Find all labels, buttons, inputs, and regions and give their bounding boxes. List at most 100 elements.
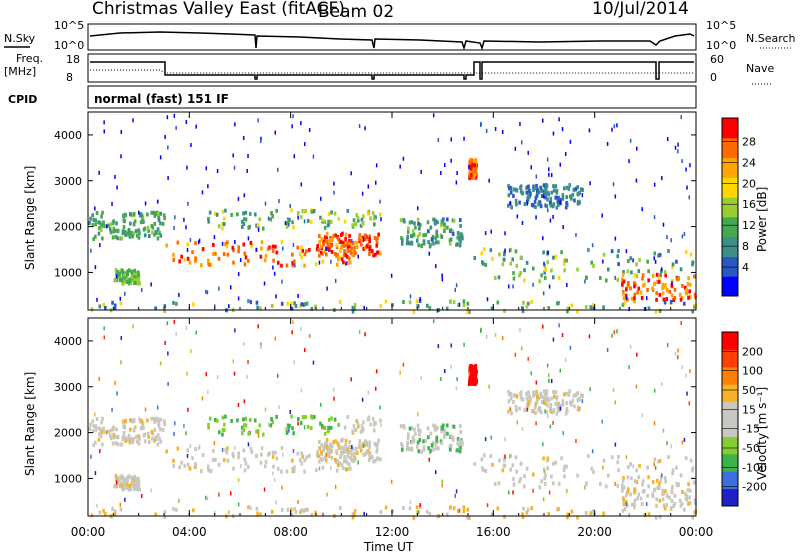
velocity-cell: [473, 374, 477, 379]
velocity-cell: [131, 483, 135, 488]
power-cell: [625, 296, 628, 301]
velocity-cell: [509, 406, 511, 411]
power-cell: [515, 202, 518, 207]
velocity-cell: [159, 439, 163, 444]
power-cell: [189, 237, 192, 242]
power-cell: [494, 126, 497, 131]
velocity-cell: [375, 449, 379, 454]
velocity-cell: [565, 406, 568, 411]
power-cell: [132, 221, 136, 226]
power-cell: [672, 297, 676, 302]
power-cell: [681, 159, 683, 164]
velocity-cell: [646, 465, 649, 470]
velocity-cell: [371, 417, 375, 422]
velocity-cell: [312, 414, 316, 419]
velocity-cell: [259, 345, 262, 350]
velocity-cell: [655, 503, 658, 508]
velocity-cell: [133, 477, 136, 482]
velocity-cell: [116, 391, 118, 396]
velocity-cell: [375, 456, 379, 461]
power-cell: [284, 221, 287, 226]
velocity-cell: [641, 489, 645, 494]
velocity-cell: [670, 489, 674, 494]
velocity-cell: [172, 458, 175, 463]
power-cell: [111, 300, 114, 305]
velocity-cell: [244, 423, 248, 428]
velocity-cell: [550, 474, 553, 479]
velocity-cell: [206, 464, 210, 469]
velocity-cell: [291, 426, 294, 431]
velocity-cell: [264, 459, 268, 464]
power-cell: [137, 228, 140, 233]
power-cell: [680, 115, 682, 120]
velocity-cell: [638, 463, 641, 468]
power-cell: [368, 247, 371, 252]
power-cell: [548, 172, 550, 177]
power-cell: [651, 273, 655, 278]
power-cell: [188, 260, 192, 265]
noise-tick-top: 10^5: [54, 19, 84, 32]
power-cell: [320, 237, 324, 242]
power-cell: [127, 268, 131, 273]
power-cell: [653, 251, 657, 256]
velocity-cell: [303, 469, 306, 474]
power-cell: [469, 166, 473, 171]
velocity-cell: [629, 462, 633, 467]
velocity-cell: [126, 478, 130, 483]
power-colorbar-tick-label: 8: [742, 240, 749, 253]
power-cell: [557, 195, 560, 200]
velocity-cell: [551, 481, 555, 486]
power-cell: [281, 279, 283, 284]
power-cell: [501, 130, 504, 135]
velocity-cell: [626, 465, 630, 470]
velocity-cell: [688, 500, 692, 505]
power-cell: [528, 188, 531, 193]
velocity-cell: [207, 390, 209, 395]
velocity-cell: [209, 468, 213, 473]
velocity-cell: [322, 512, 324, 517]
power-cell: [173, 226, 175, 231]
power-cell: [320, 196, 322, 201]
power-cell: [512, 194, 515, 199]
power-cell: [578, 191, 581, 196]
velocity-cell: [247, 442, 250, 447]
power-cell: [419, 223, 422, 228]
velocity-cell: [243, 468, 247, 473]
power-cell: [94, 222, 98, 227]
velocity-cell: [504, 454, 506, 459]
power-cell: [540, 273, 543, 278]
velocity-cell: [369, 422, 372, 427]
velocity-cell: [557, 506, 560, 511]
power-cell: [519, 184, 523, 189]
colorbar-segment: [722, 276, 738, 297]
velocity-cell: [591, 509, 595, 514]
velocity-cell: [491, 462, 494, 467]
nave-tick-bottom: 0: [710, 71, 717, 84]
velocity-cell: [426, 426, 430, 431]
velocity-cell: [368, 453, 371, 458]
power-cell: [353, 245, 356, 250]
velocity-cell: [576, 515, 579, 520]
velocity-cell: [470, 369, 474, 374]
power-cell: [549, 203, 553, 208]
velocity-cell: [314, 510, 317, 515]
power-cell: [314, 304, 317, 309]
velocity-cell: [571, 398, 575, 403]
power-cell: [358, 233, 362, 238]
power-y-axis-label: Slant Range [km]: [23, 166, 37, 270]
power-cell: [237, 249, 240, 254]
power-cell: [242, 211, 245, 216]
power-cell: [406, 226, 410, 231]
power-cell: [350, 242, 353, 247]
power-cell: [244, 210, 248, 215]
velocity-cell: [584, 510, 588, 515]
power-cell: [416, 304, 419, 309]
power-cell: [637, 269, 641, 274]
power-cell: [172, 257, 176, 262]
noise-tick-right-top: 10^5: [706, 19, 736, 32]
power-cell: [693, 274, 696, 279]
power-cell: [577, 201, 581, 206]
velocity-cell: [119, 502, 122, 507]
power-cell: [443, 163, 446, 168]
power-cell: [132, 118, 134, 123]
